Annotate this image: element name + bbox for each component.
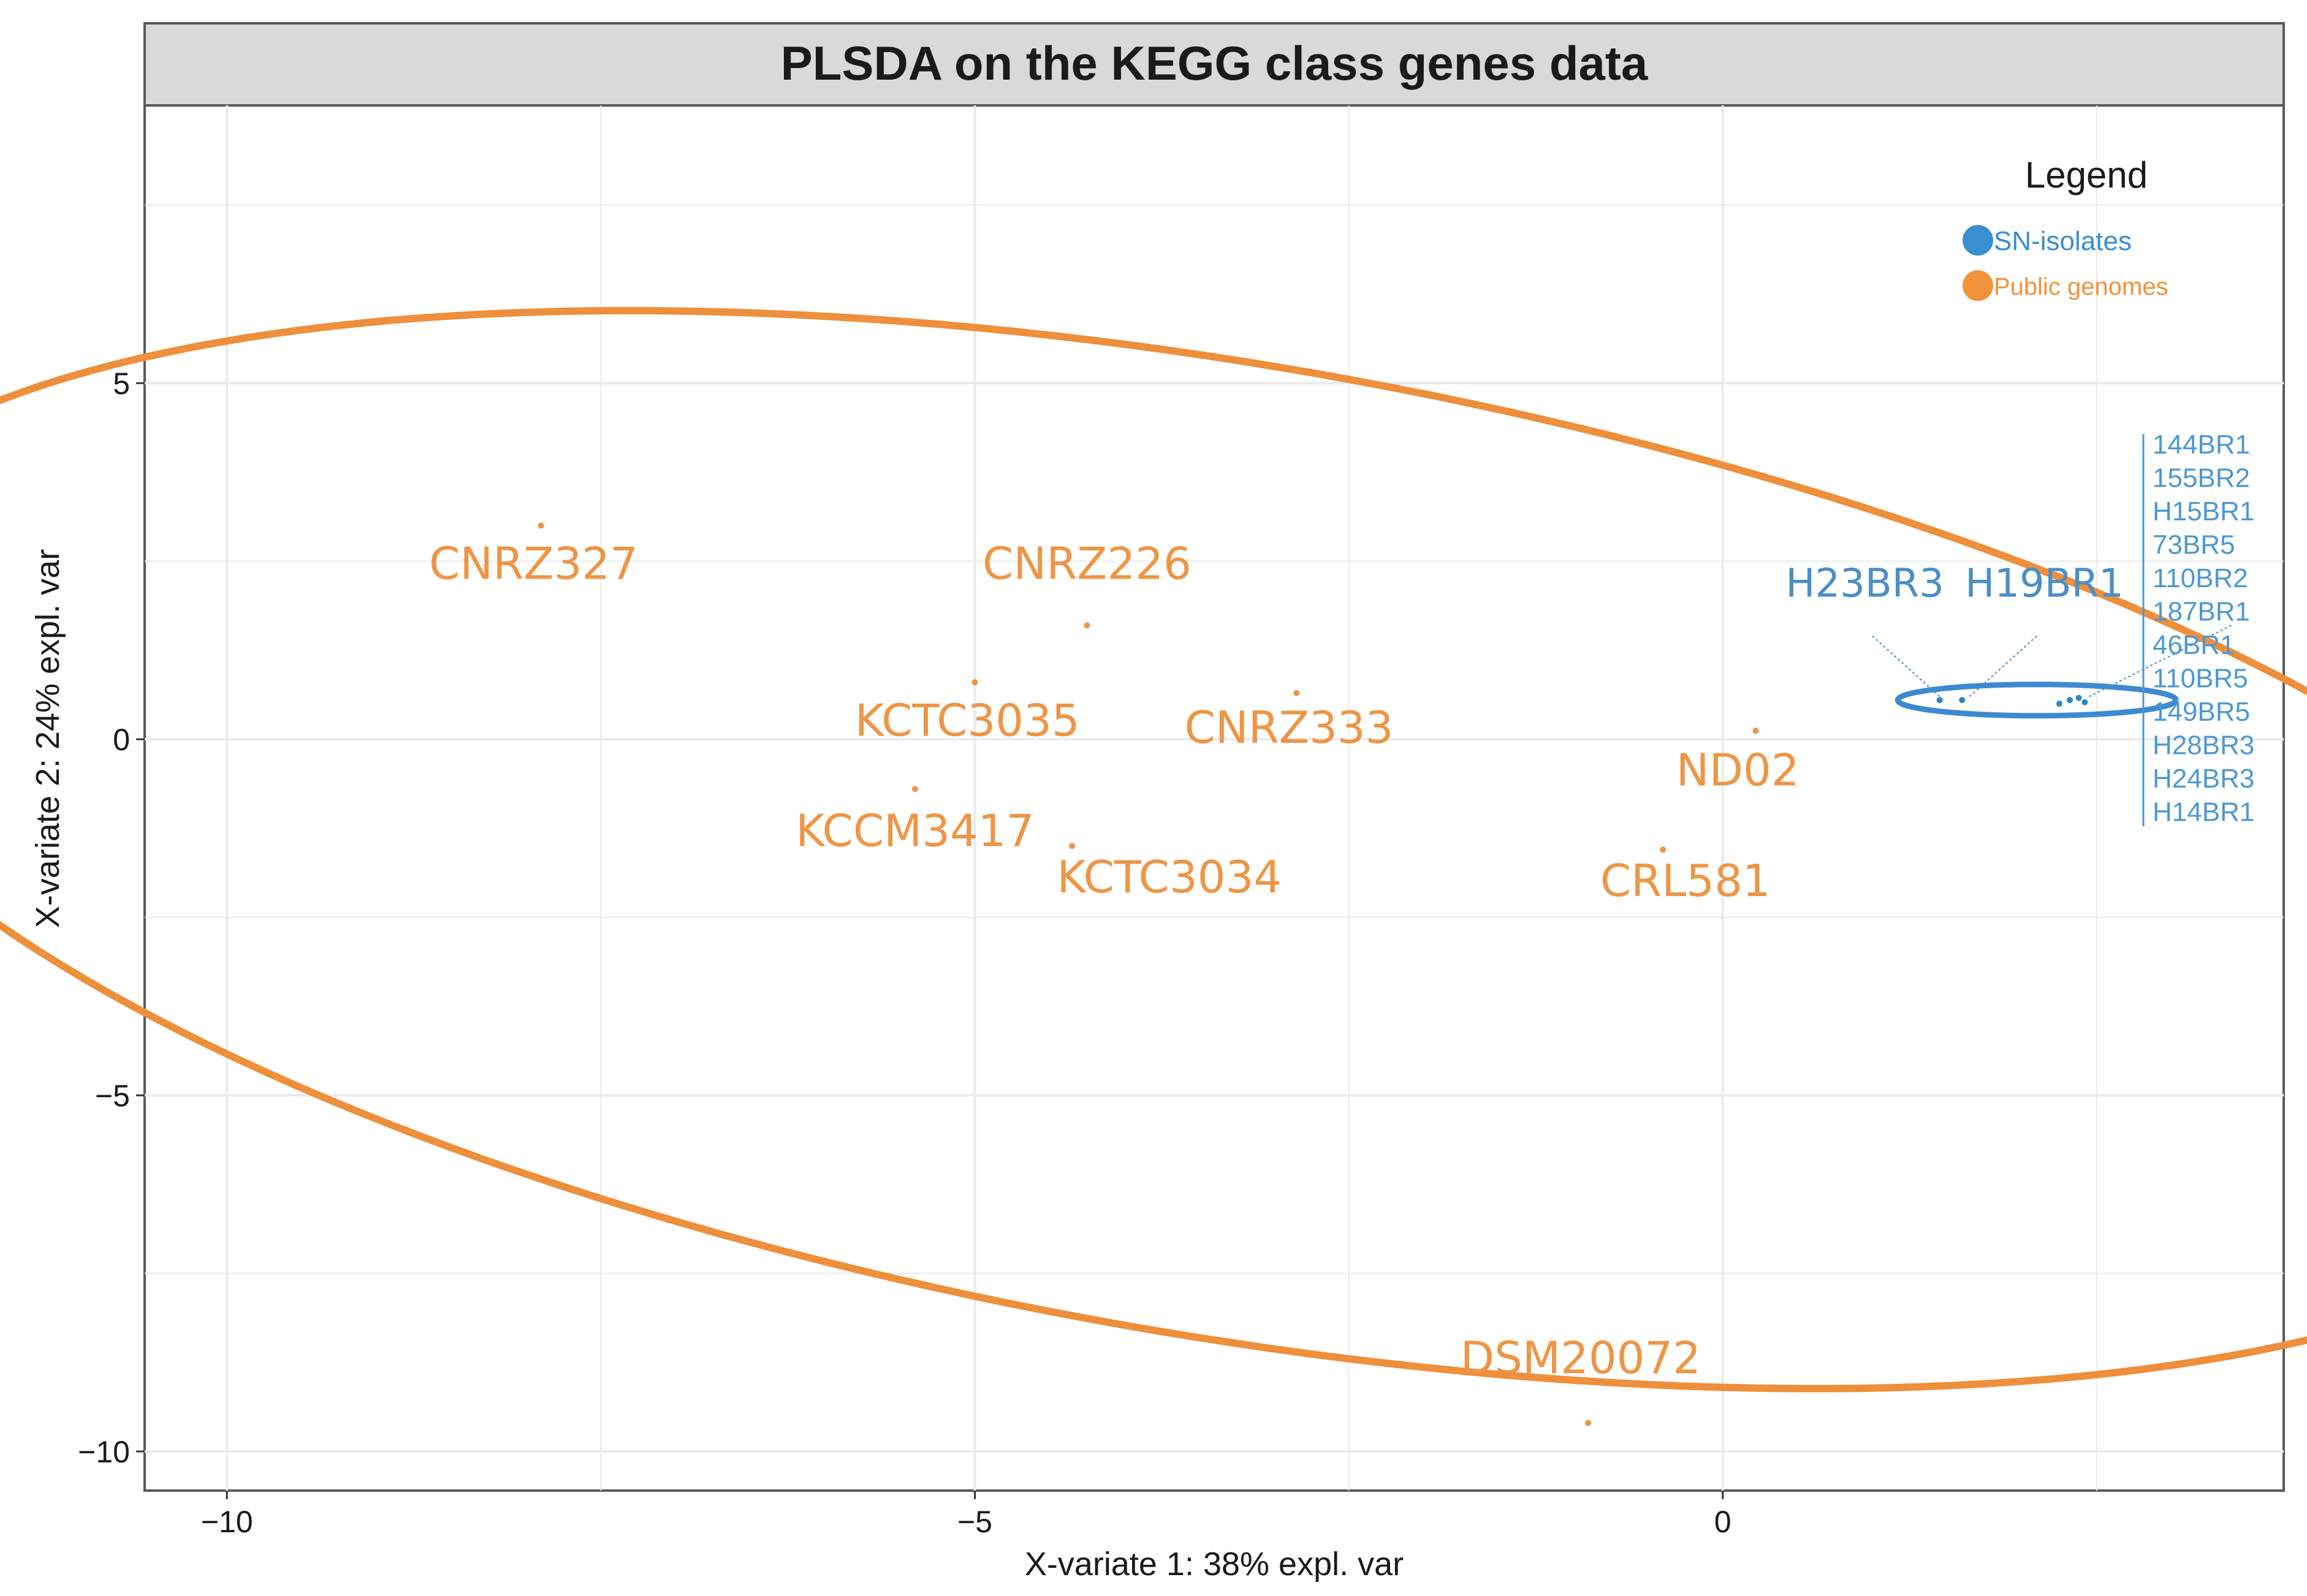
point-kccm3417 — [911, 786, 918, 792]
legend-swatch-sn-isolates — [1963, 225, 1993, 256]
leader-sn-list — [2089, 625, 2232, 697]
legend-label-sn-isolates: SN-isolates — [1994, 226, 2132, 256]
x-tick-label: −10 — [201, 1505, 253, 1539]
label-crl581: CRL581 — [1600, 855, 1771, 906]
point-layer — [538, 522, 2088, 1426]
sn-list-item-144br1: 144BR1 — [2153, 430, 2250, 460]
chart-title: PLSDA on the KEGG class genes data — [781, 36, 1648, 90]
point-cnrz226 — [1084, 622, 1090, 629]
point-sn-h19br1 — [1959, 697, 1966, 704]
public-genomes-ellipse — [0, 306, 2307, 1393]
sn-list-item-110br5: 110BR5 — [2153, 664, 2248, 694]
legend-title: Legend — [2025, 154, 2148, 196]
sn-list-item-46br1: 46BR1 — [2153, 630, 2235, 660]
legend-label-public-genomes: Public genomes — [1994, 273, 2168, 300]
label-dsm20072: DSM20072 — [1461, 1332, 1701, 1383]
title-strip — [143, 22, 2285, 107]
point-cnrz327 — [538, 522, 544, 529]
legend: Legend SN-isolates Public genomes — [1963, 154, 2168, 301]
leader-h19br1 — [1969, 635, 2037, 697]
point-kctc3034 — [1069, 843, 1076, 849]
x-tick-label: 0 — [1714, 1505, 1731, 1539]
y-tick-label: −10 — [78, 1435, 130, 1469]
x-axis-title: X-variate 1: 38% expl. var — [1025, 1546, 1404, 1583]
point-dsm20072 — [1585, 1419, 1592, 1426]
grid-layer — [145, 105, 2284, 1491]
y-tick-label: 0 — [113, 723, 130, 757]
label-kctc3035: KCTC3035 — [855, 694, 1080, 746]
y-axis-title: X-variate 2: 24% expl. var — [29, 549, 66, 928]
point-nd02 — [1752, 728, 1759, 734]
point-crl581 — [1660, 846, 1667, 853]
point-sn-2 — [2056, 701, 2062, 707]
plot-panel — [143, 104, 2285, 1492]
label-nd02: ND02 — [1676, 745, 1800, 796]
label-cnrz226: CNRZ226 — [982, 538, 1192, 590]
x-tick-label: −5 — [957, 1505, 992, 1539]
point-sn-3 — [2067, 697, 2073, 704]
point-sn-h23br3 — [1936, 697, 1943, 704]
sn-list-item-h28br3: H28BR3 — [2153, 731, 2254, 761]
legend-swatch-public-genomes — [1963, 270, 1993, 301]
point-kctc3035 — [971, 679, 978, 686]
label-kctc3034: KCTC3034 — [1057, 851, 1282, 903]
leader-h23br3 — [1872, 635, 1940, 697]
sn-list-item-h14br1: H14BR1 — [2153, 797, 2254, 827]
sn-list-item-h24br3: H24BR3 — [2153, 764, 2254, 794]
y-tick-label: −5 — [95, 1079, 130, 1113]
sn-list-item-73br5: 73BR5 — [2153, 530, 2235, 560]
label-h19br1: H19BR1 — [1965, 561, 2124, 607]
label-cnrz327: CNRZ327 — [429, 538, 638, 590]
sn-list-item-155br2: 155BR2 — [2153, 463, 2250, 493]
ellipse-layer — [0, 306, 2307, 1393]
point-cnrz333 — [1293, 690, 1300, 696]
axis-layer: −10 −5 0 5 0 −5 −10 — [78, 367, 1731, 1539]
point-sn-5 — [2081, 699, 2088, 705]
sn-list-item-110br2: 110BR2 — [2153, 563, 2248, 593]
label-cnrz333: CNRZ333 — [1185, 702, 1394, 753]
sn-list-item-h15br1: H15BR1 — [2153, 496, 2254, 526]
label-kccm3417: KCCM3417 — [796, 805, 1034, 856]
label-layer: CNRZ327 CNRZ226 KCTC3035 CNRZ333 KCCM3417 KCT… — [429, 538, 2232, 1383]
sn-list-item-187br1: 187BR1 — [2153, 597, 2250, 627]
point-sn-4 — [2075, 694, 2082, 701]
sn-list-item-149br5: 149BR5 — [2153, 697, 2250, 727]
sn-isolates-ellipse — [1895, 682, 2179, 719]
label-h23br3: H23BR3 — [1785, 561, 1944, 607]
y-tick-label: 5 — [113, 367, 130, 401]
